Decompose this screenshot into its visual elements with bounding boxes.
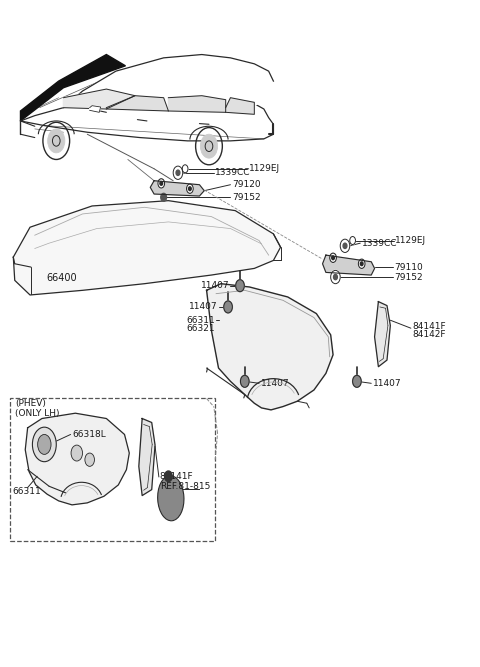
Text: 79152: 79152	[394, 273, 423, 281]
Circle shape	[360, 262, 363, 265]
Circle shape	[330, 253, 336, 262]
Circle shape	[331, 270, 340, 283]
Text: (PHEV): (PHEV)	[15, 400, 46, 408]
Polygon shape	[63, 89, 135, 109]
Circle shape	[158, 179, 165, 188]
Polygon shape	[150, 181, 204, 196]
Text: 1339CC: 1339CC	[215, 168, 251, 177]
Circle shape	[340, 239, 350, 253]
Circle shape	[240, 376, 249, 388]
Circle shape	[224, 301, 232, 313]
Polygon shape	[107, 95, 168, 111]
Text: 1129EJ: 1129EJ	[249, 164, 280, 173]
Ellipse shape	[72, 446, 82, 460]
Circle shape	[48, 129, 65, 153]
Text: 79110: 79110	[394, 263, 423, 271]
Circle shape	[187, 184, 193, 193]
Polygon shape	[21, 55, 125, 121]
Polygon shape	[139, 418, 155, 496]
Text: 84141F: 84141F	[160, 472, 193, 482]
Text: 66311: 66311	[12, 487, 41, 496]
Polygon shape	[323, 255, 374, 275]
Circle shape	[350, 237, 356, 245]
Ellipse shape	[33, 428, 56, 461]
Ellipse shape	[38, 435, 50, 454]
Circle shape	[359, 259, 365, 268]
Text: REF.81-815: REF.81-815	[160, 482, 210, 491]
Circle shape	[189, 187, 191, 191]
Circle shape	[334, 274, 337, 279]
Circle shape	[161, 193, 167, 201]
Circle shape	[173, 166, 183, 179]
Circle shape	[176, 169, 180, 176]
Circle shape	[176, 170, 180, 175]
Text: 66318L: 66318L	[72, 430, 106, 439]
Text: 11407: 11407	[189, 302, 217, 311]
Polygon shape	[168, 95, 226, 112]
Polygon shape	[374, 301, 390, 367]
Polygon shape	[226, 97, 254, 114]
Circle shape	[182, 165, 188, 173]
Circle shape	[343, 243, 347, 249]
Circle shape	[165, 471, 172, 482]
Text: 84142F: 84142F	[412, 330, 446, 340]
Text: 66321: 66321	[187, 323, 215, 333]
Bar	[10, 398, 215, 541]
Text: 79152: 79152	[232, 193, 261, 202]
Circle shape	[353, 376, 361, 388]
Polygon shape	[25, 414, 129, 505]
Text: 11407: 11407	[261, 379, 289, 388]
Text: 79120: 79120	[232, 180, 261, 189]
Text: 1129EJ: 1129EJ	[395, 236, 426, 245]
Text: 84141F: 84141F	[412, 322, 446, 331]
Text: 66400: 66400	[47, 273, 77, 283]
Circle shape	[333, 273, 338, 280]
Text: (ONLY LH): (ONLY LH)	[15, 409, 59, 418]
Circle shape	[236, 279, 244, 291]
Polygon shape	[206, 283, 333, 410]
Circle shape	[200, 134, 217, 158]
Ellipse shape	[158, 477, 183, 520]
Polygon shape	[90, 105, 101, 112]
Circle shape	[160, 181, 163, 185]
Text: 11407: 11407	[201, 281, 229, 290]
Polygon shape	[13, 201, 281, 295]
Polygon shape	[63, 55, 274, 112]
Text: 66311: 66311	[186, 315, 215, 325]
Text: 1339CC: 1339CC	[362, 239, 397, 247]
Ellipse shape	[85, 454, 94, 466]
Circle shape	[332, 256, 335, 259]
Polygon shape	[21, 94, 274, 141]
Text: 11407: 11407	[372, 379, 401, 388]
